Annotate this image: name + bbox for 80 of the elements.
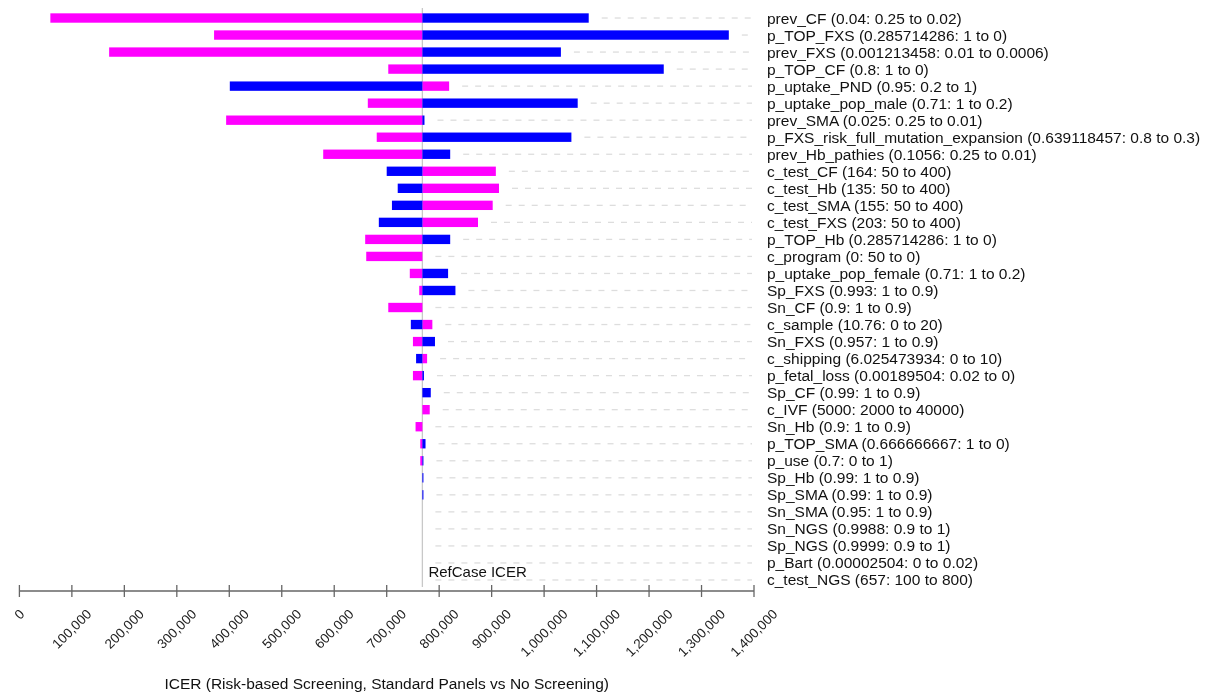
- y-tick-label: p_TOP_SMA (0.666666667: 1 to 0): [767, 435, 1010, 453]
- bar: [422, 217, 478, 228]
- x-tick-label: 0: [11, 606, 28, 623]
- bar: [422, 115, 425, 125]
- bar: [50, 13, 423, 23]
- bar: [367, 98, 423, 108]
- bar: [412, 336, 423, 347]
- x-axis-title: ICER (Risk-based Screening, Standard Panels vs No Screening): [164, 675, 609, 692]
- y-tick-label: p_TOP_Hb (0.285714286: 1 to 0): [767, 230, 997, 248]
- bar: [409, 268, 423, 279]
- bar: [422, 13, 589, 23]
- bar: [109, 47, 423, 57]
- bar: [410, 319, 423, 330]
- bar: [422, 387, 431, 398]
- bar: [229, 81, 423, 91]
- y-tick-label: Sn_NGS (0.9988: 0.9 to 1): [767, 520, 951, 538]
- bar: [422, 285, 456, 296]
- bar: [422, 200, 493, 211]
- y-tick-label: Sp_CF (0.99: 1 to 0.9): [767, 384, 921, 402]
- y-tick-label: p_TOP_CF (0.8: 1 to 0): [767, 60, 929, 78]
- bar: [422, 336, 435, 347]
- bar: [422, 30, 729, 40]
- ref-line-label: RefCase ICER: [428, 563, 527, 580]
- y-tick-label: prev_Hb_pathies (0.1056: 0.25 to 0.01): [767, 145, 1037, 163]
- y-tick-label: Sn_FXS (0.957: 1 to 0.9): [767, 333, 939, 351]
- y-tick-label: c_sample (10.76: 0 to 20): [767, 316, 943, 334]
- y-tick-label: p_FXS_risk_full_mutation_expansion (0.639118457: 0.8 to 0.3): [767, 128, 1201, 146]
- bar: [376, 132, 423, 142]
- y-tick-label: Sp_SMA (0.99: 1 to 0.9): [767, 486, 933, 504]
- bar: [378, 217, 423, 228]
- y-tick-label: Sn_SMA (0.95: 1 to 0.9): [767, 503, 933, 521]
- y-tick-label: prev_CF (0.04: 0.25 to 0.02): [767, 9, 962, 27]
- bar: [422, 319, 433, 330]
- y-tick-label: p_use (0.7: 0 to 1): [767, 452, 893, 470]
- bar: [226, 115, 423, 125]
- y-tick-label: c_test_Hb (135: 50 to 400): [767, 179, 951, 197]
- bar: [422, 132, 572, 142]
- bar: [422, 47, 561, 57]
- y-tick-label: c_shipping (6.025473934: 0 to 10): [767, 350, 1003, 368]
- bar: [323, 149, 423, 159]
- bar: [422, 166, 496, 176]
- bar: [365, 234, 423, 245]
- bar: [422, 268, 449, 279]
- y-tick-label: Sp_FXS (0.993: 1 to 0.9): [767, 281, 939, 299]
- y-tick-label: p_uptake_pop_female (0.71: 1 to 0.2): [767, 264, 1026, 282]
- bar: [419, 285, 423, 296]
- bar: [391, 200, 423, 211]
- y-tick-label: p_uptake_pop_male (0.71: 1 to 0.2): [767, 94, 1013, 112]
- y-tick-label: c_program (0: 50 to 0): [767, 247, 921, 265]
- bar: [388, 64, 423, 74]
- bar: [416, 353, 423, 364]
- bar: [422, 98, 578, 108]
- y-tick-label: c_test_CF (164: 50 to 400): [767, 162, 952, 180]
- bar: [422, 353, 428, 364]
- bar: [386, 166, 423, 176]
- y-tick-label: Sp_NGS (0.9999: 0.9 to 1): [767, 537, 951, 555]
- y-tick-label: prev_FXS (0.001213458: 0.01 to 0.0006): [767, 43, 1049, 61]
- bar: [422, 149, 451, 159]
- y-tick-label: p_fetal_loss (0.00189504: 0.02 to 0): [767, 367, 1016, 385]
- bar: [422, 64, 664, 74]
- bar: [366, 251, 423, 262]
- bar: [412, 370, 423, 381]
- bar: [422, 81, 450, 91]
- bar: [422, 183, 499, 193]
- y-tick-label: p_uptake_PND (0.95: 0.2 to 1): [767, 77, 978, 95]
- y-tick-label: c_test_NGS (657: 100 to 800): [767, 571, 973, 589]
- bar: [422, 234, 451, 245]
- y-tick-label: c_IVF (5000: 2000 to 40000): [767, 401, 965, 419]
- bar: [388, 302, 423, 313]
- y-tick-label: Sn_CF (0.9: 1 to 0.9): [767, 299, 912, 317]
- bar: [397, 183, 423, 193]
- y-tick-label: Sn_Hb (0.9: 1 to 0.9): [767, 418, 911, 436]
- y-tick-label: Sp_Hb (0.99: 1 to 0.9): [767, 469, 920, 487]
- bar: [422, 405, 430, 415]
- y-tick-label: p_TOP_FXS (0.285714286: 1 to 0): [767, 26, 1008, 44]
- y-tick-label: c_test_SMA (155: 50 to 400): [767, 196, 964, 214]
- y-tick-label: p_Bart (0.00002504: 0 to 0.02): [767, 554, 979, 572]
- y-tick-label: prev_SMA (0.025: 0.25 to 0.01): [767, 111, 983, 129]
- y-tick-label: c_test_FXS (203: 50 to 400): [767, 213, 961, 231]
- bar: [214, 30, 423, 40]
